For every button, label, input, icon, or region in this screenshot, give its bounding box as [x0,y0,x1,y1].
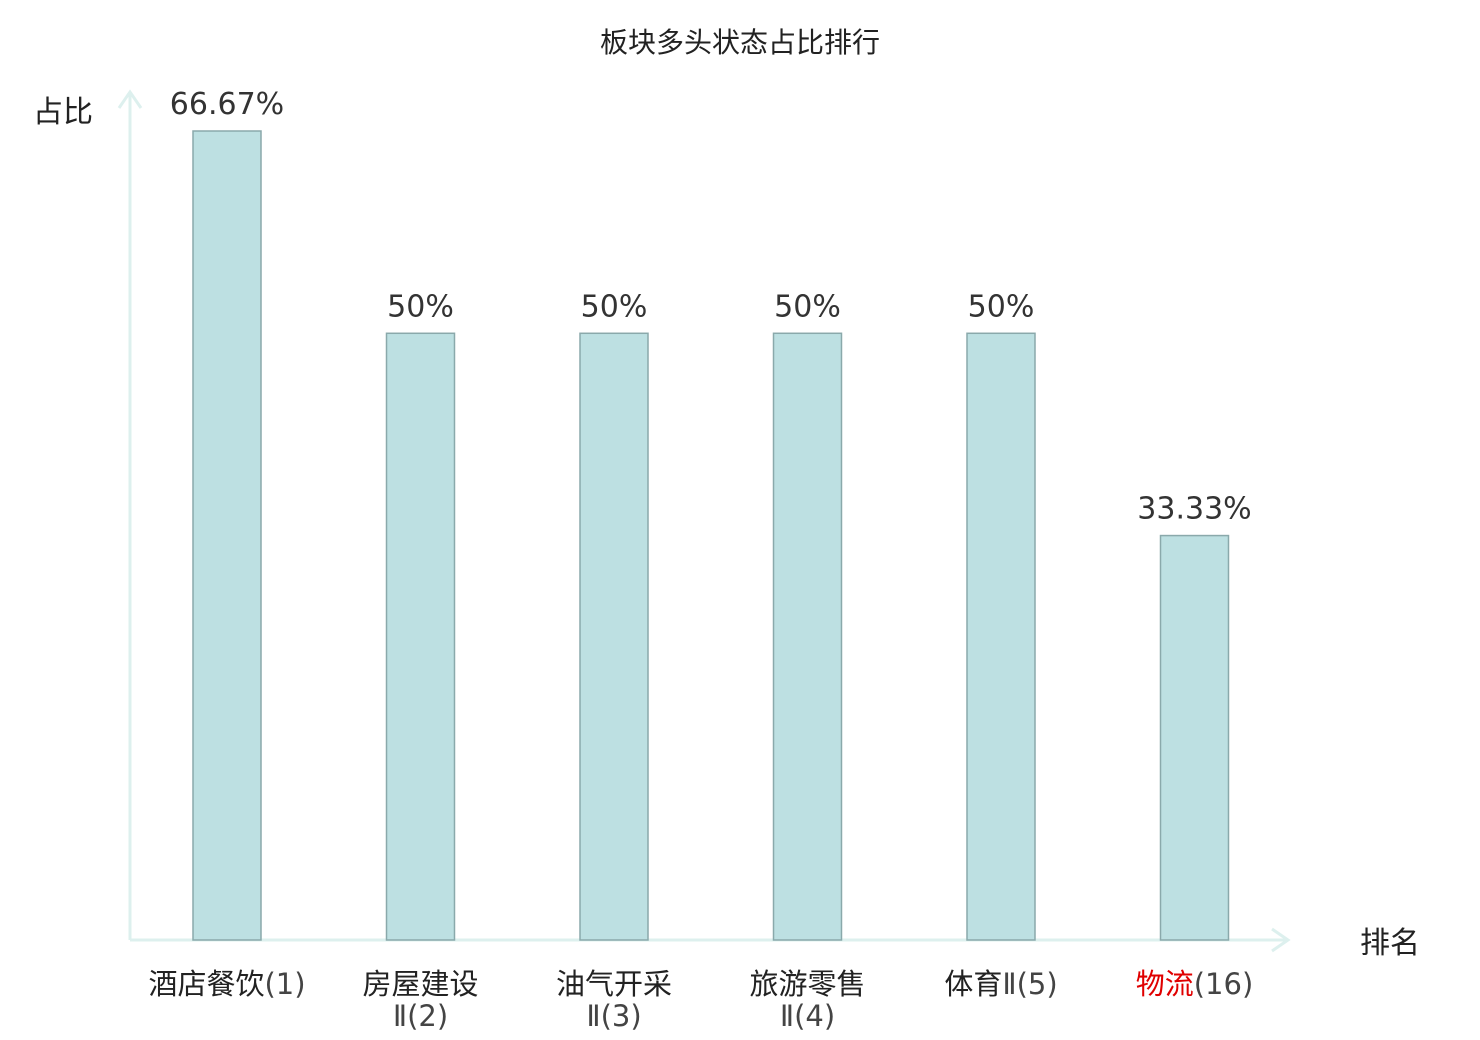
value-labels-group: 66.67% 50% 50% 50% 50% 33.33% [170,87,1252,527]
bar [772,332,843,941]
x-axis-title: 排名 [1360,926,1420,961]
bar-value-label: 66.67% [170,87,284,122]
category-name: 物流 [1136,967,1194,1001]
category-tick-label: 酒店餐饮(1) [148,967,305,1001]
bar-value-label: 33.33% [1137,492,1251,527]
category-tick-label: 旅游零售 [749,967,865,1001]
category-tick-label: 油气开采 [556,967,672,1001]
x-axis-arrow [1271,927,1291,953]
category-rank: Ⅱ(2) [393,999,448,1033]
category-name: 酒店餐饮 [148,967,264,1001]
category-name: 旅游零售 [749,967,865,1001]
category-name: 体育 [944,967,1002,1001]
bar-value-label: 50% [968,289,1035,324]
bar [966,332,1036,941]
category-rank: Ⅱ(4) [780,999,835,1033]
bar-value-label: 50% [774,289,841,324]
category-tick-label: 体育Ⅱ(5) [944,967,1057,1001]
axes [117,89,1291,953]
bar [385,332,456,941]
bar-value-label: 50% [387,289,454,324]
bar-value-label: 50% [581,289,648,324]
category-tick-label: 房屋建设 [362,967,478,1001]
category-name: 油气开采 [556,967,672,1001]
category-tick-label: Ⅱ(2) [393,999,448,1033]
bar [579,332,649,941]
bars-group [192,130,1230,941]
category-rank: (16) [1194,967,1254,1001]
bar [1159,534,1230,941]
bar [192,130,262,941]
category-name: 房屋建设 [362,967,478,1001]
category-rank: (1) [264,967,305,1001]
chart-title: 板块多头状态占比排行 [600,26,880,59]
category-rank: Ⅱ(5) [1002,967,1057,1001]
category-rank: Ⅱ(3) [586,999,641,1033]
y-axis-arrow [117,89,143,109]
y-axis-title: 占比 [33,95,93,130]
category-tick-label: Ⅱ(4) [780,999,835,1033]
category-tick-label: 物流(16) [1136,967,1254,1001]
category-tick-label: Ⅱ(3) [586,999,641,1033]
